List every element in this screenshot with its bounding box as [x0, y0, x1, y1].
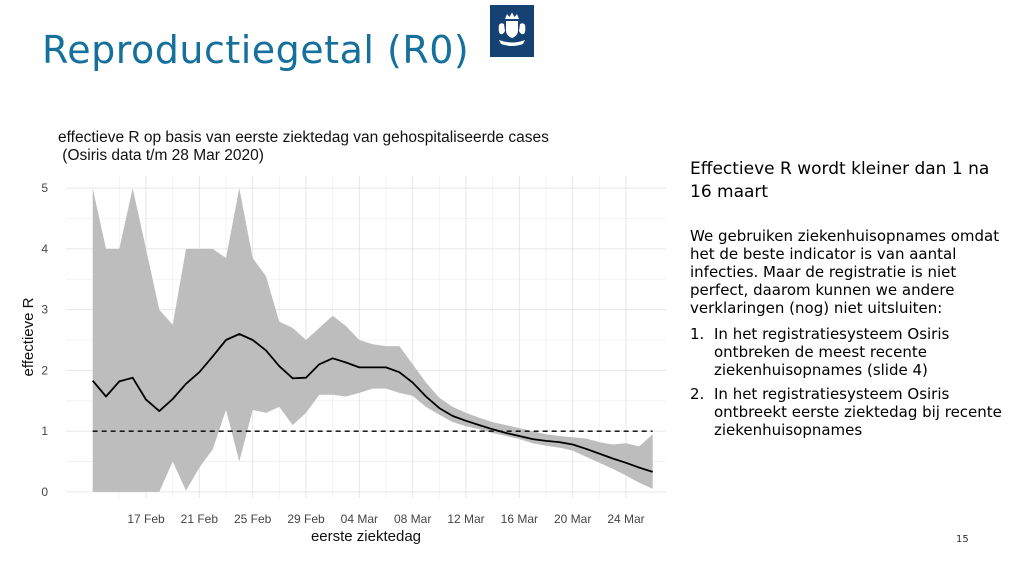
side-headline: Effectieve R wordt kleiner dan 1 na 16 m… [690, 159, 990, 202]
x-tick-label: 04 Mar [341, 512, 378, 526]
x-tick-label: 25 Feb [234, 512, 272, 526]
x-axis-label: eerste ziektedag [311, 528, 421, 545]
side-text-panel: Effectieve R wordt kleiner dan 1 na 16 m… [690, 158, 1010, 445]
list-item-number: 2. [690, 385, 705, 403]
chart-subtitle: (Osiris data t/m 28 Mar 2020) [58, 147, 264, 164]
chart-title: effectieve R op basis van eerste ziekted… [58, 129, 549, 146]
r-chart: 0 1 2 3 4 5 17 Feb 21 Feb 25 Feb 29 Feb 04 Mar 08 M… [20, 176, 666, 545]
y-tick-label: 0 [41, 485, 48, 499]
x-tick-label: 08 Mar [394, 512, 431, 526]
x-tick-label: 21 Feb [181, 512, 219, 526]
x-tick-label: 16 Mar [501, 512, 538, 526]
x-tick-label: 20 Mar [554, 512, 591, 526]
r-estimate-line [92, 333, 653, 473]
y-tick-label: 5 [41, 181, 48, 195]
y-tick-label: 4 [41, 242, 48, 256]
side-list: 1. In het registratiesysteem Osiris ontb… [690, 325, 1010, 439]
x-tick-label: 12 Mar [447, 512, 484, 526]
y-tick-label: 2 [41, 363, 48, 377]
y-tick-label: 1 [41, 424, 48, 438]
list-item-text: In het registratiesysteem Osiris ontbree… [714, 385, 1002, 439]
list-item: 2. In het registratiesysteem Osiris ontb… [690, 385, 1010, 439]
list-item: 1. In het registratiesysteem Osiris ontb… [690, 325, 1010, 379]
page-number: 15 [956, 534, 969, 545]
list-item-number: 1. [690, 325, 705, 343]
y-tick-label: 3 [41, 303, 48, 317]
confidence-band [92, 188, 653, 492]
x-tick-label: 17 Feb [127, 512, 165, 526]
dutch-government-coat-of-arms-icon [490, 5, 534, 57]
slide-title: Reproductiegetal (R0) [42, 28, 470, 72]
list-item-text: In het registratiesysteem Osiris ontbrek… [714, 325, 950, 379]
x-tick-label: 24 Mar [607, 512, 644, 526]
side-paragraph: We gebruiken ziekenhuisopnames omdat het… [690, 227, 1000, 317]
y-axis-label: effectieve R [20, 297, 37, 376]
x-tick-label: 29 Feb [287, 512, 325, 526]
